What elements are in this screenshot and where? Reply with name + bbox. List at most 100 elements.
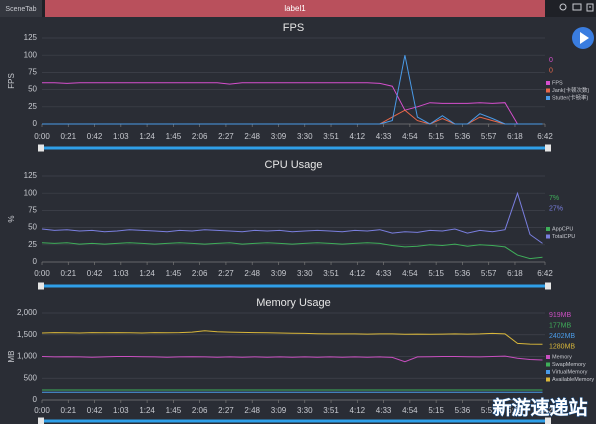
x-tick-label: 3:51 — [323, 132, 339, 141]
scroll-handle-left[interactable] — [38, 282, 44, 290]
x-tick-label: 1:24 — [139, 406, 155, 415]
y-tick-label: 50 — [28, 85, 37, 94]
x-tick-label: 0:42 — [87, 406, 103, 415]
scroll-handle-left[interactable] — [38, 417, 44, 424]
scroll-track — [42, 284, 548, 288]
x-tick-label: 6:42 — [537, 406, 553, 415]
scroll-track — [42, 146, 548, 150]
scroll-handle-left[interactable] — [38, 144, 44, 152]
x-tick-label: 2:27 — [218, 132, 234, 141]
y-tick-label: 0 — [33, 119, 38, 128]
current-value: 177MB — [549, 322, 572, 329]
x-tick-label: 6:42 — [537, 132, 553, 141]
y-tick-label: 0 — [33, 395, 38, 404]
current-value: 0 — [549, 67, 553, 74]
legend-swatch — [546, 227, 550, 231]
y-tick-label: 0 — [33, 257, 38, 266]
x-tick-label: 2:48 — [244, 406, 260, 415]
x-tick-label: 2:06 — [192, 132, 208, 141]
x-tick-label: 6:18 — [507, 406, 523, 415]
scroll-handle-right[interactable] — [545, 282, 551, 290]
scroll-track — [42, 419, 548, 423]
legend-label: SwapMemory — [552, 362, 586, 368]
x-tick-label: 1:45 — [166, 132, 182, 141]
x-tick-label: 0:42 — [87, 269, 103, 278]
folder-icon[interactable] — [572, 3, 582, 11]
x-tick-label: 3:30 — [297, 269, 313, 278]
x-tick-label: 3:51 — [323, 406, 339, 415]
y-tick-label: 2,000 — [17, 308, 38, 317]
x-tick-label: 3:30 — [297, 406, 313, 415]
y-axis-label: FPS — [7, 73, 16, 89]
x-tick-label: 5:57 — [481, 132, 497, 141]
current-value: 7% — [549, 195, 559, 202]
x-tick-label: 4:12 — [350, 269, 366, 278]
legend-swatch — [546, 88, 550, 93]
x-tick-label: 1:24 — [139, 269, 155, 278]
x-tick-label: 3:09 — [271, 132, 287, 141]
y-tick-label: 75 — [28, 68, 37, 77]
x-tick-label: 4:33 — [376, 132, 392, 141]
current-value: 1280MB — [549, 343, 575, 350]
series-line — [42, 55, 543, 125]
y-axis-label: % — [7, 215, 16, 222]
x-tick-label: 5:36 — [455, 269, 471, 278]
current-value: 2402MB — [549, 333, 575, 340]
x-tick-label: 0:00 — [34, 406, 50, 415]
x-tick-label: 1:03 — [113, 132, 129, 141]
x-tick-label: 2:06 — [192, 269, 208, 278]
x-tick-label: 6:42 — [537, 269, 553, 278]
legend-label: Jank(卡顿次数) — [552, 86, 589, 94]
scroll-handle-right[interactable] — [545, 417, 551, 424]
x-tick-label: 4:54 — [402, 132, 418, 141]
legend-swatch — [546, 96, 550, 100]
series-line — [41, 330, 543, 345]
watermark: 新游速递站 — [492, 396, 587, 419]
location-icon[interactable] — [559, 3, 567, 11]
x-tick-label: 5:57 — [481, 406, 497, 415]
x-tick-label: 0:00 — [34, 132, 50, 141]
x-tick-label: 0:21 — [60, 269, 76, 278]
x-tick-label: 4:33 — [376, 269, 392, 278]
play-icon — [580, 32, 589, 44]
y-tick-label: 25 — [28, 240, 37, 249]
y-tick-label: 1,500 — [17, 330, 38, 339]
x-tick-label: 1:03 — [113, 406, 129, 415]
legend-label: AvailableMemory — [552, 377, 594, 383]
x-tick-label: 4:12 — [350, 406, 366, 415]
y-axis-label: MB — [7, 351, 16, 363]
tab[interactable] — [0, 0, 42, 17]
current-value: 919MB — [549, 312, 572, 319]
more-icon[interactable] — [586, 3, 594, 12]
x-tick-label: 1:03 — [113, 269, 129, 278]
y-tick-label: 75 — [28, 206, 37, 215]
series-line — [41, 191, 543, 244]
x-tick-label: 4:12 — [350, 132, 366, 141]
x-tick-label: 0:21 — [60, 406, 76, 415]
x-tick-label: 2:27 — [218, 269, 234, 278]
x-tick-label: 5:36 — [455, 132, 471, 141]
scroll-handle-right[interactable] — [545, 144, 551, 152]
legend-label: VirtualMemory — [552, 369, 588, 375]
current-value: 27% — [549, 205, 563, 212]
y-tick-label: 100 — [24, 188, 38, 197]
legend-swatch — [546, 362, 550, 367]
x-tick-label: 6:18 — [507, 269, 523, 278]
x-tick-label: 0:00 — [34, 269, 50, 278]
x-tick-label: 5:15 — [428, 269, 444, 278]
label-bar[interactable] — [45, 0, 545, 17]
y-tick-label: 25 — [28, 102, 37, 111]
x-tick-label: 5:57 — [481, 269, 497, 278]
chart-title: Memory Usage — [256, 297, 331, 309]
toolbar-icons — [559, 3, 594, 12]
x-tick-label: 3:51 — [323, 269, 339, 278]
legend-label: FPS — [552, 80, 563, 86]
x-tick-label: 6:18 — [507, 132, 523, 141]
x-tick-label: 2:48 — [244, 132, 260, 141]
legend-label: TotalCPU — [552, 234, 575, 240]
y-tick-label: 50 — [28, 223, 37, 232]
legend-label: Stutter(卡顿率) — [552, 93, 589, 101]
